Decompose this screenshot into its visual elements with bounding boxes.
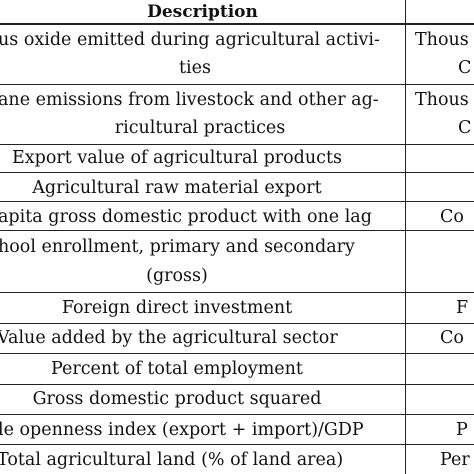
table-cell-description: le openness index (export + import)/GDP [0, 420, 364, 440]
header-description: Description [147, 2, 258, 22]
table-cell-description: ane emissions from livestock and other a… [0, 90, 379, 110]
table-cell-unit: Thous [415, 90, 469, 110]
table-cell-unit: Co [440, 328, 464, 348]
row-rule [0, 384, 474, 385]
table-cell-description: Foreign direct investment [61, 298, 293, 318]
table-cell-unit: C [458, 58, 472, 78]
table-cell-unit: P [456, 420, 468, 440]
table-cell-description: Value added by the agricultural sector [0, 328, 338, 348]
table-cell-unit: C [458, 118, 472, 138]
table-cell-unit: Co [440, 207, 464, 227]
table-cell-description: Percent of total employment [51, 359, 303, 379]
row-rule [0, 353, 474, 354]
table-cell-description: apita gross domestic product with one la… [0, 207, 372, 227]
table-cell-description: us oxide emitted during agricultural act… [0, 30, 380, 50]
row-rule [0, 230, 474, 231]
table-cell-unit: Per [440, 450, 470, 470]
table-cell-description: Export value of agricultural products [12, 148, 342, 168]
row-rule [0, 144, 474, 145]
row-rule [0, 414, 474, 415]
row-rule [0, 201, 474, 202]
table-cell-unit: F [456, 298, 469, 318]
table-cell-description: (gross) [146, 266, 208, 286]
row-rule [0, 172, 474, 173]
row-rule [0, 84, 474, 85]
row-rule [0, 444, 474, 445]
table-cell-description: ties [179, 58, 211, 78]
table-cell-description: Total agricultural land (% of land area) [0, 450, 344, 470]
row-rule [0, 292, 474, 293]
header-rule [0, 23, 474, 25]
table-cell-description: ricultural practices [114, 118, 286, 138]
table-cell-description: hool enrollment, primary and secondary [0, 237, 355, 257]
table-cell-unit: Thous [415, 30, 469, 50]
table-cell-description: Gross domestic product squared [32, 389, 322, 409]
row-rule [0, 323, 474, 324]
column-divider [405, 0, 406, 474]
table-cell-description: Agricultural raw material export [32, 178, 322, 198]
